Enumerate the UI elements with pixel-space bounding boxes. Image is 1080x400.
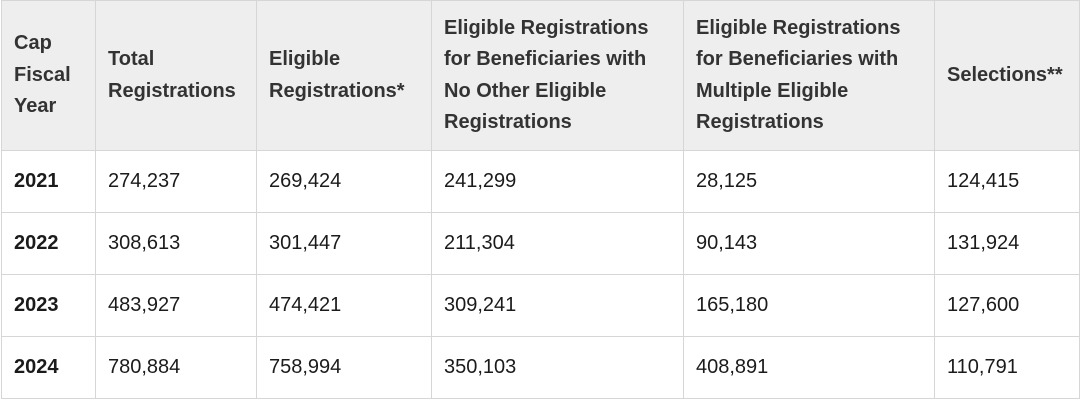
table-body: 2021 274,237 269,424 241,299 28,125 124,… — [1, 150, 1080, 399]
cell-total-registrations: 483,927 — [95, 274, 257, 337]
cell-eligible-multiple: 90,143 — [683, 212, 935, 275]
cell-eligible-multiple: 28,125 — [683, 150, 935, 213]
table-row: 2023 483,927 474,421 309,241 165,180 127… — [1, 274, 1080, 337]
cell-eligible-registrations: 301,447 — [256, 212, 432, 275]
header-row: Cap Fiscal Year Total Registrations Elig… — [1, 0, 1080, 151]
cell-year: 2024 — [1, 336, 96, 399]
cell-eligible-registrations: 269,424 — [256, 150, 432, 213]
table-row: 2021 274,237 269,424 241,299 28,125 124,… — [1, 150, 1080, 213]
cell-selections: 110,791 — [934, 336, 1080, 399]
table-row: 2022 308,613 301,447 211,304 90,143 131,… — [1, 212, 1080, 275]
cell-selections: 131,924 — [934, 212, 1080, 275]
header-eligible-multiple: Eligible Registrations for Beneficiaries… — [683, 0, 935, 151]
header-total-registrations: Total Registrations — [95, 0, 257, 151]
cell-total-registrations: 780,884 — [95, 336, 257, 399]
table-header: Cap Fiscal Year Total Registrations Elig… — [1, 0, 1080, 151]
cell-eligible-no-other: 309,241 — [431, 274, 684, 337]
table-row: 2024 780,884 758,994 350,103 408,891 110… — [1, 336, 1080, 399]
cell-total-registrations: 274,237 — [95, 150, 257, 213]
cell-eligible-registrations: 758,994 — [256, 336, 432, 399]
cell-year: 2022 — [1, 212, 96, 275]
cell-year: 2023 — [1, 274, 96, 337]
cell-eligible-no-other: 211,304 — [431, 212, 684, 275]
cell-eligible-no-other: 241,299 — [431, 150, 684, 213]
header-eligible-registrations: Eligible Registrations* — [256, 0, 432, 151]
header-eligible-no-other: Eligible Registrations for Beneficiaries… — [431, 0, 684, 151]
cell-total-registrations: 308,613 — [95, 212, 257, 275]
cell-eligible-registrations: 474,421 — [256, 274, 432, 337]
cell-eligible-multiple: 165,180 — [683, 274, 935, 337]
cell-eligible-no-other: 350,103 — [431, 336, 684, 399]
header-cap-fiscal-year: Cap Fiscal Year — [1, 0, 96, 151]
cell-selections: 127,600 — [934, 274, 1080, 337]
cell-year: 2021 — [1, 150, 96, 213]
cell-selections: 124,415 — [934, 150, 1080, 213]
cell-eligible-multiple: 408,891 — [683, 336, 935, 399]
header-selections: Selections** — [934, 0, 1080, 151]
